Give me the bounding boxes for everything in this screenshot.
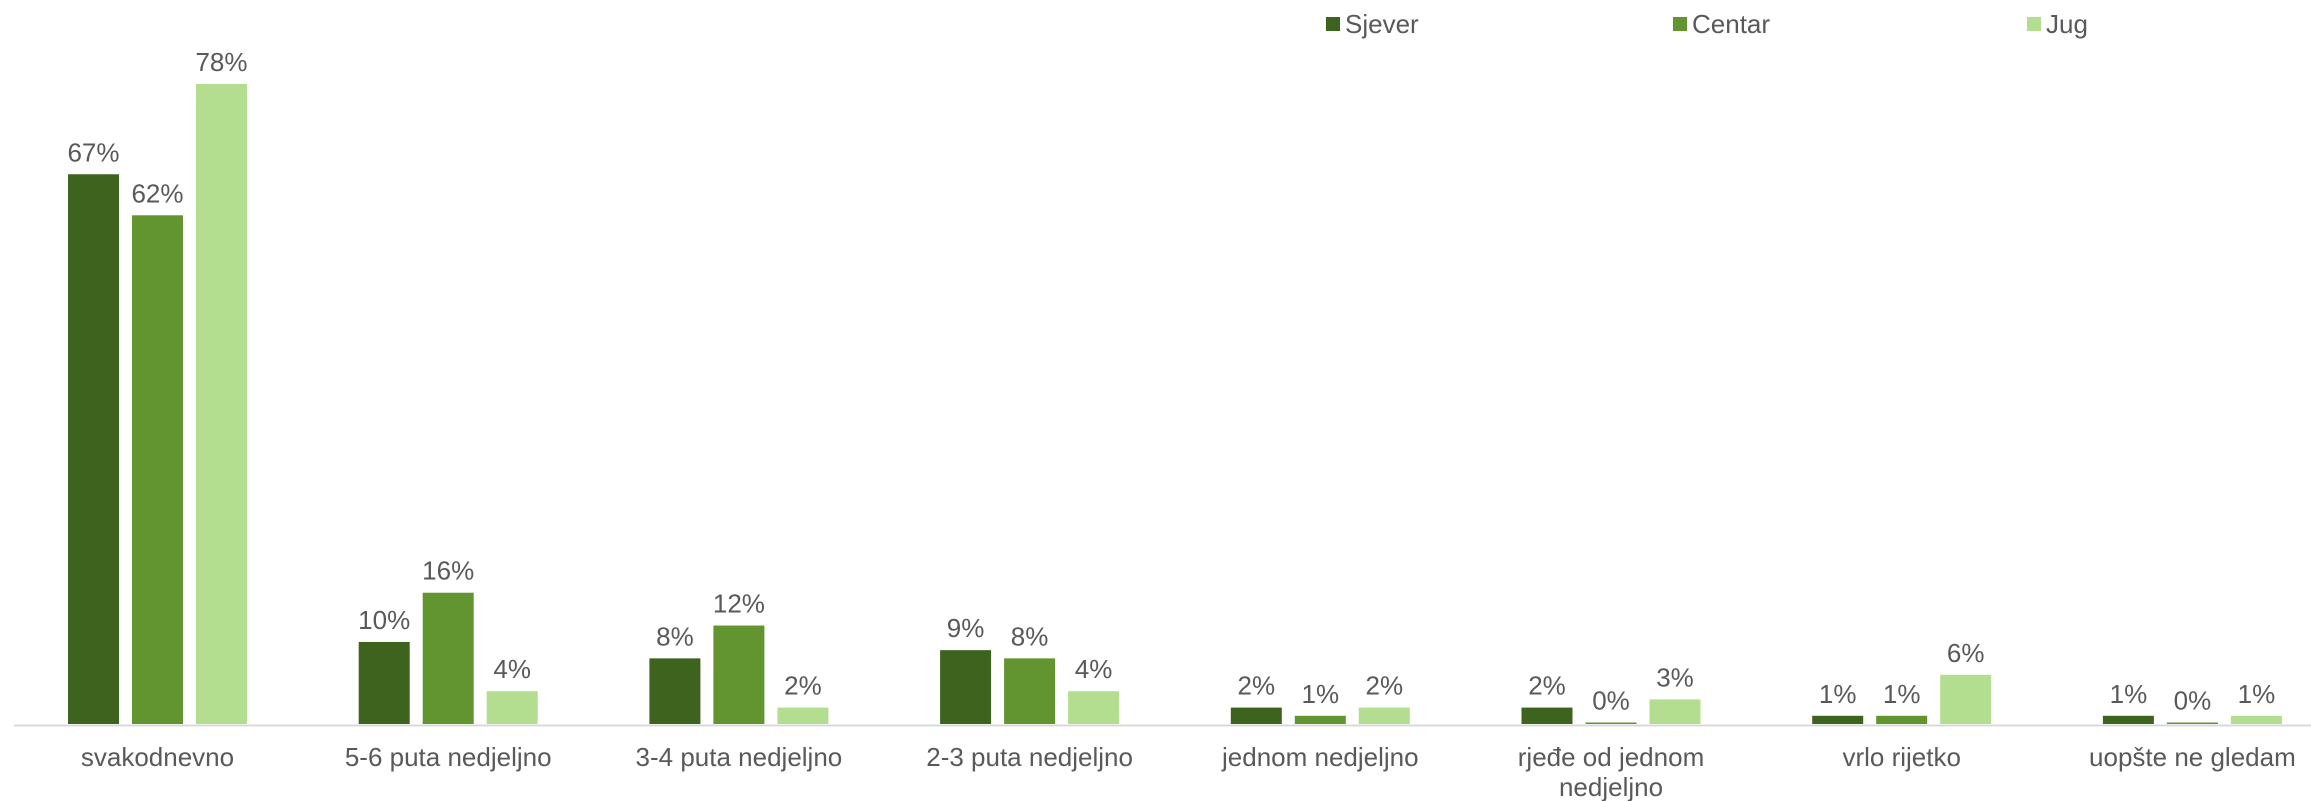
bar-sjever-5-6-puta-nedjeljno: [358, 641, 410, 724]
legend-swatch-sjever: [1326, 17, 1340, 31]
bar-centar-5-6-puta-nedjeljno: [422, 592, 474, 724]
bar-jug-jednom-nedjeljno: [1358, 707, 1410, 724]
data-label-sjever-2-3-puta-nedjeljno: 9%: [947, 613, 985, 643]
data-labels-group: 67% 62% 78% 10% 16% 4% 8% 12% 2% 9% 8% 4% 2% 1% 2% 2% 0%…: [67, 47, 2275, 716]
bars-group: [68, 84, 2282, 725]
legend-label-centar: Centar: [1692, 9, 1770, 39]
legend: Sjever Centar Jug: [1326, 9, 2088, 39]
data-label-jug-5-6-puta-nedjeljno: 4%: [493, 654, 531, 684]
bar-sjever-svakodnevno: [68, 174, 119, 724]
data-label-sjever-5-6-puta-nedjeljno: 10%: [358, 605, 410, 635]
data-label-jug-jednom-nedjeljno: 2%: [1366, 671, 1404, 701]
bar-jug-svakodnevno: [196, 84, 247, 724]
category-label-5-6-puta-nedjeljno: 5-6 puta nedjeljno: [345, 742, 552, 772]
bar-jug-3-4-puta-nedjeljno: [777, 707, 829, 724]
bar-centar-2-3-puta-nedjeljno: [1004, 658, 1056, 724]
legend-swatch-centar: [1673, 17, 1687, 31]
data-label-centar-2-3-puta-nedjeljno: 8%: [1011, 621, 1049, 651]
data-label-jug-uopste-ne-gledam: 1%: [2238, 679, 2276, 709]
category-labels-group: svakodnevno 5-6 puta nedjeljno 3-4 puta ne…: [81, 742, 2296, 801]
data-label-sjever-svakodnevno: 67%: [67, 137, 119, 167]
data-label-sjever-vrlo-rijetko: 1%: [1819, 679, 1857, 709]
category-label-uopste-ne-gledam: uopšte ne gledam: [2089, 742, 2296, 772]
bar-centar-uopste-ne-gledam: [2166, 722, 2218, 724]
category-label-svakodnevno: svakodnevno: [81, 742, 234, 772]
bar-sjever-rjede-od-jednom-nedjeljno: [1521, 707, 1573, 724]
category-label-rjede-od-jednom-nedjeljno: rjeđe od jednom nedjeljno: [1518, 742, 1704, 801]
category-label-jednom-nedjeljno: jednom nedjeljno: [1221, 742, 1419, 772]
data-label-centar-rjede-od-jednom-nedjeljno: 0%: [1592, 686, 1630, 716]
data-label-centar-uopste-ne-gledam: 0%: [2174, 686, 2212, 716]
data-label-sjever-rjede-od-jednom-nedjeljno: 2%: [1528, 671, 1566, 701]
bar-centar-rjede-od-jednom-nedjeljno: [1585, 722, 1637, 724]
bar-sjever-3-4-puta-nedjeljno: [649, 658, 701, 724]
data-label-sjever-3-4-puta-nedjeljno: 8%: [656, 621, 694, 651]
bar-jug-rjede-od-jednom-nedjeljno: [1649, 699, 1701, 724]
category-label-2-3-puta-nedjeljno: 2-3 puta nedjeljno: [926, 742, 1133, 772]
data-label-sjever-uopste-ne-gledam: 1%: [2110, 679, 2148, 709]
data-label-jug-3-4-puta-nedjeljno: 2%: [784, 671, 822, 701]
category-label-vrlo-rijetko: vrlo rijetko: [1842, 742, 1960, 772]
data-label-jug-vrlo-rijetko: 6%: [1947, 638, 1985, 668]
data-label-centar-svakodnevno: 62%: [131, 178, 183, 208]
bar-sjever-jednom-nedjeljno: [1230, 707, 1282, 724]
bar-jug-uopste-ne-gledam: [2230, 715, 2282, 724]
data-label-jug-rjede-od-jednom-nedjeljno: 3%: [1656, 662, 1694, 692]
bar-centar-vrlo-rijetko: [1876, 715, 1928, 724]
bar-jug-5-6-puta-nedjeljno: [486, 691, 538, 724]
bar-sjever-uopste-ne-gledam: [2102, 715, 2154, 724]
bar-sjever-vrlo-rijetko: [1812, 715, 1864, 724]
bar-jug-vrlo-rijetko: [1940, 674, 1992, 724]
category-label-3-4-puta-nedjeljno: 3-4 puta nedjeljno: [636, 742, 843, 772]
data-label-sjever-jednom-nedjeljno: 2%: [1238, 671, 1276, 701]
bar-jug-2-3-puta-nedjeljno: [1068, 691, 1120, 724]
bar-centar-svakodnevno: [132, 215, 183, 725]
bar-centar-3-4-puta-nedjeljno: [713, 625, 765, 724]
data-label-centar-5-6-puta-nedjeljno: 16%: [422, 556, 474, 586]
legend-label-jug: Jug: [2046, 9, 2088, 39]
bar-centar-jednom-nedjeljno: [1294, 715, 1346, 724]
legend-swatch-jug: [2027, 17, 2041, 31]
data-label-centar-vrlo-rijetko: 1%: [1883, 679, 1921, 709]
data-label-jug-2-3-puta-nedjeljno: 4%: [1075, 654, 1113, 684]
legend-label-sjever: Sjever: [1345, 9, 1419, 39]
bar-sjever-2-3-puta-nedjeljno: [940, 650, 992, 724]
data-label-centar-3-4-puta-nedjeljno: 12%: [713, 589, 765, 619]
data-label-jug-svakodnevno: 78%: [195, 47, 247, 77]
data-label-centar-jednom-nedjeljno: 1%: [1302, 679, 1340, 709]
